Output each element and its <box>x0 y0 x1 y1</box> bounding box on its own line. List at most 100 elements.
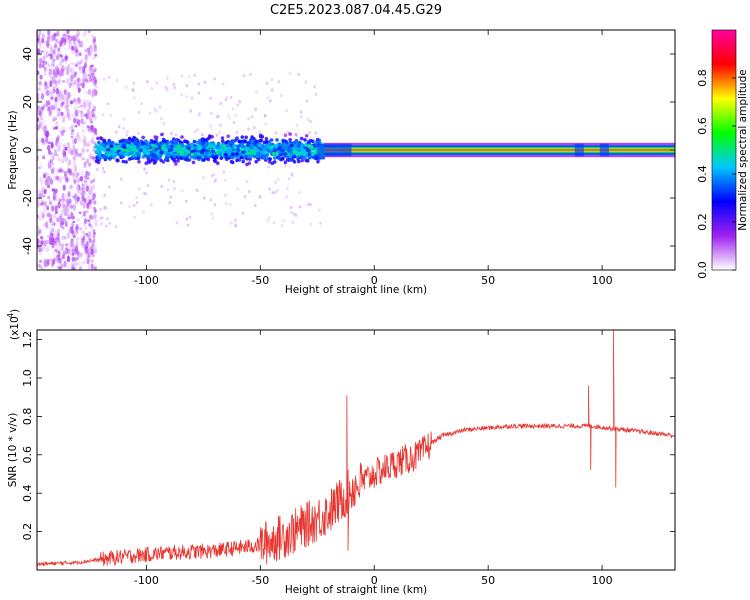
spectrogram-noise-cell <box>61 148 66 156</box>
spectrogram-noise-cell <box>264 121 268 126</box>
spectrogram-noise-cell <box>243 195 247 199</box>
spectrogram-noise-cell <box>101 113 105 117</box>
spectrogram-noise-cell <box>72 160 77 165</box>
spectrogram-noise-cell <box>50 105 54 109</box>
spectrogram-band-cell <box>152 161 157 165</box>
spectrogram-band-core <box>281 145 287 149</box>
spectrogram-noise-cell <box>168 201 172 205</box>
spectrogram-noise-cell <box>51 61 55 67</box>
spectrogram-band-core <box>240 147 246 151</box>
spectrogram-noise-cell <box>294 213 298 217</box>
snr-x-ticks: -100 -50 0 50 100 <box>134 330 613 587</box>
spectrogram-noise-cell <box>46 213 50 218</box>
spectrogram-noise-cell <box>132 81 136 85</box>
spectrogram-noise-cell <box>99 207 102 211</box>
spectrogram-noise-cell <box>79 200 84 206</box>
spectrogram-noise-cell <box>209 198 212 202</box>
spectrogram-noise-cell <box>290 211 293 215</box>
spectrogram-noise-cell <box>86 219 91 222</box>
spectrogram-noise-cell <box>45 205 50 209</box>
spectrogram-noise-cell <box>37 198 40 202</box>
spectrogram-band-core <box>228 147 233 152</box>
snr-multiplier-exp: 4 <box>6 313 15 318</box>
spectrogram-noise-cell <box>66 264 70 269</box>
spectrogram-noise-cell <box>37 263 42 268</box>
spectrogram-noise-cell <box>92 178 96 183</box>
spectrogram-noise-cell <box>225 202 228 206</box>
spectrogram-band-core <box>179 152 184 156</box>
spectrogram-band-cell <box>228 143 233 147</box>
spectrogram-noise-cell <box>64 220 68 224</box>
spectrogram-noise-cell <box>40 120 44 128</box>
spectrogram-noise-cell <box>90 33 95 38</box>
spectrogram-band-cell <box>240 135 245 139</box>
spectrogram-noise-cell <box>72 35 76 42</box>
spectrogram-noise-cell <box>82 98 86 106</box>
spectrogram-noise-cell <box>299 110 303 114</box>
spectrogram-band-cell <box>192 139 197 144</box>
spectrogram-noise-cell <box>89 67 93 71</box>
spectrogram-noise-cell <box>57 168 61 173</box>
spectrogram-noise-cell <box>269 99 272 103</box>
spectrogram-band-cell <box>131 155 135 159</box>
spectrogram-noise-cell <box>69 204 74 209</box>
spectrogram-band-cell <box>94 159 99 164</box>
spectrogram-noise-cell <box>57 203 61 209</box>
spectrogram-noise-cell <box>70 74 74 82</box>
spectrogram-band-cell <box>224 141 228 145</box>
spectrogram-band-core <box>207 152 212 157</box>
spectrogram-noise-cell <box>289 165 292 169</box>
spectrogram-band-cell <box>300 158 305 163</box>
spectrogram-noise-cell <box>89 120 94 124</box>
spectrogram-noise-cell <box>186 223 190 227</box>
spectrogram-noise-cell <box>53 32 57 37</box>
spectrogram-band-cell <box>136 156 141 161</box>
spectrogram-noise-cell <box>61 156 65 164</box>
spectrogram-noise-cell <box>50 232 54 238</box>
spectrogram-noise-cell <box>234 224 238 228</box>
spectrogram-noise-cell <box>280 224 284 228</box>
spectrogram-noise-cell <box>78 52 82 57</box>
spectrogram-noise-cell <box>125 85 128 89</box>
spectrogram-noise-cell <box>87 194 91 201</box>
spectrogram-band-core <box>246 143 251 147</box>
spectrogram-noise-cell <box>70 149 74 156</box>
spectrogram-noise-cell <box>93 127 97 134</box>
spectrogram-noise-cell <box>90 263 94 270</box>
x-tick-label: -50 <box>251 574 269 587</box>
spectrogram-noise-cell <box>94 53 98 57</box>
spectrogram-band-cell <box>206 157 211 162</box>
spectrogram-noise-cell <box>66 78 70 82</box>
spectrogram-noise-cell <box>76 218 80 223</box>
spectrogram-noise-cell <box>47 63 51 67</box>
spectrogram-noise-cell <box>68 159 72 166</box>
spectrogram-noise-cell <box>105 224 108 228</box>
spectrogram-noise-cell <box>42 139 46 144</box>
spectrogram-noise-cell <box>43 127 47 130</box>
spectrogram-noise-cell <box>46 176 50 182</box>
spectrogram-marks <box>37 30 675 270</box>
x-tick-label: 100 <box>592 574 613 587</box>
spectrogram-noise-cell <box>304 80 308 84</box>
spectrogram-noise-cell <box>84 38 88 42</box>
spectrogram-noise-cell <box>170 131 173 136</box>
spectrogram-noise-cell <box>247 127 250 131</box>
spectrogram-noise-cell <box>47 184 51 189</box>
spectrogram-band-cell <box>284 140 289 145</box>
spectrogram-noise-cell <box>67 168 71 174</box>
spectrogram-noise-cell <box>58 95 62 102</box>
spectrogram-noise-cell <box>286 186 289 190</box>
spectrogram-noise-cell <box>150 87 154 91</box>
spectrogram-band-core <box>221 144 227 148</box>
spectrogram-noise-cell <box>126 130 129 134</box>
spectrogram-noise-cell <box>87 248 91 251</box>
spectrogram-noise-cell <box>135 201 139 205</box>
spectrogram-noise-cell <box>78 139 83 142</box>
spectrogram-band-cell <box>272 156 277 160</box>
spectrogram-noise-cell <box>52 58 56 62</box>
spectrogram-noise-cell <box>92 234 96 238</box>
spectrogram-band-core <box>289 143 294 148</box>
spectrogram-noise-cell <box>232 121 236 125</box>
spectrogram-band-core <box>196 146 201 151</box>
spectrogram-band-core <box>201 148 206 152</box>
